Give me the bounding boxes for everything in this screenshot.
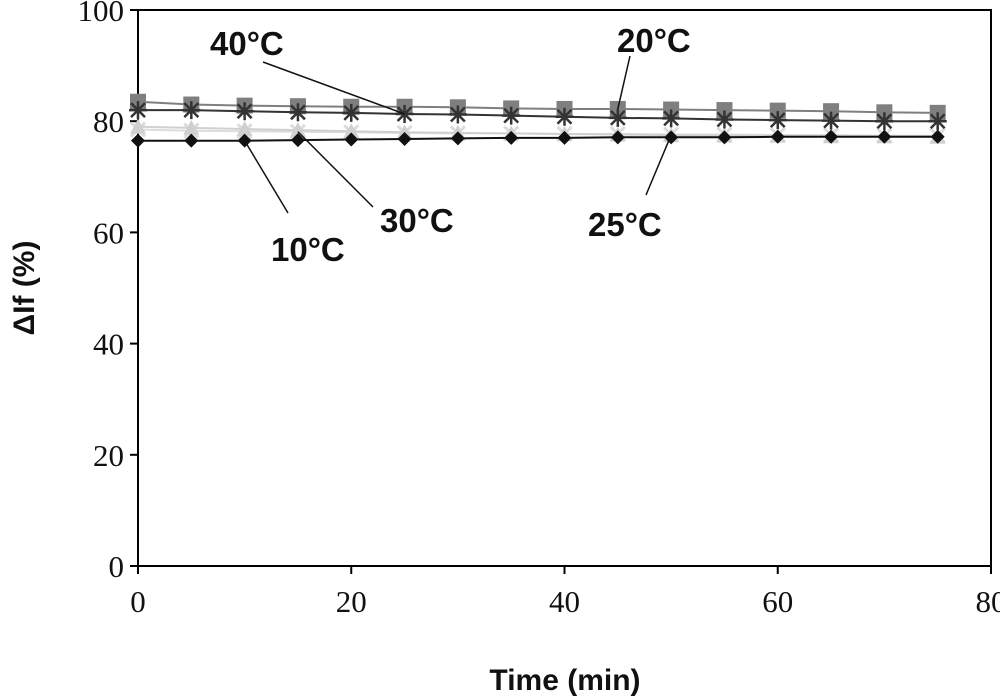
series-layer — [129, 93, 947, 148]
y-tick-label: 40 — [93, 327, 124, 362]
data-point-10c — [930, 129, 945, 144]
data-point-10c — [131, 133, 145, 148]
x-tick-label: 20 — [336, 584, 367, 619]
data-point-10c — [717, 130, 732, 145]
data-point-10c — [824, 129, 839, 144]
x-tick-label: 80 — [976, 584, 1000, 619]
data-point-40c — [129, 101, 147, 120]
data-point-40c — [875, 112, 894, 131]
series-line-10c — [138, 135, 938, 142]
data-point-40c — [822, 111, 841, 130]
x-axis: 0 20 40 60 80 — [130, 566, 1000, 619]
data-point-40c — [662, 109, 681, 128]
data-point-10c — [557, 130, 572, 145]
data-point-10c — [504, 130, 519, 145]
data-point-25c — [289, 122, 306, 138]
data-point-10c — [877, 129, 892, 144]
data-point-10c — [770, 129, 785, 144]
data-point-25c — [343, 123, 360, 139]
data-point-40c — [235, 102, 254, 121]
annotation-label-40c: 40°C — [210, 25, 284, 62]
y-axis-title: ΔIf (%) — [8, 241, 41, 336]
x-tick-label: 40 — [549, 584, 580, 619]
annotation-label-30c: 30°C — [380, 202, 454, 239]
data-point-40c — [555, 107, 574, 126]
data-point-25c — [130, 118, 146, 134]
annotation-leader-30c — [297, 131, 374, 208]
x-axis-title: Time (min) — [489, 664, 640, 697]
annotation-label-25c: 25°C — [588, 206, 662, 243]
data-point-10c — [290, 133, 305, 148]
x-tick-label: 60 — [762, 584, 793, 619]
data-point-40c — [768, 111, 787, 130]
series-line-40c — [138, 109, 938, 123]
data-point-10c — [344, 132, 359, 147]
data-point-40c — [448, 105, 467, 124]
data-point-25c — [396, 124, 413, 140]
plot-area — [137, 9, 992, 567]
data-point-10c — [397, 131, 412, 146]
data-point-40c — [502, 106, 521, 125]
x-tick-label: 0 — [130, 584, 146, 619]
annotation-leader-25c — [645, 134, 672, 196]
series-40c — [129, 101, 947, 131]
data-point-40c — [342, 103, 361, 122]
annotation-label-20c: 20°C — [617, 22, 691, 59]
y-tick-label: 100 — [78, 0, 125, 28]
data-point-25c — [236, 120, 253, 136]
data-point-10c — [450, 131, 465, 146]
y-axis: 0 20 40 60 80 100 — [78, 0, 138, 584]
data-point-40c — [608, 108, 627, 127]
data-point-40c — [715, 110, 734, 129]
series-line-20c — [137, 100, 938, 114]
annotation-layer: 40°C 20°C 30°C 10°C 25°C — [210, 22, 691, 268]
annotation-leader-10c — [243, 140, 289, 214]
data-point-40c — [928, 112, 947, 131]
data-point-40c — [395, 104, 414, 123]
annotation-leader-40c — [262, 61, 405, 115]
annotation-leader-20c — [617, 55, 631, 110]
data-point-10c — [610, 130, 625, 145]
y-tick-label: 0 — [109, 549, 125, 584]
y-tick-label: 80 — [93, 104, 124, 139]
data-point-25c — [183, 119, 200, 135]
data-point-10c — [184, 133, 199, 148]
data-point-40c — [288, 103, 307, 122]
y-tick-label: 60 — [93, 215, 124, 250]
y-tick-label: 20 — [93, 438, 124, 473]
data-point-10c — [664, 130, 679, 145]
annotation-label-10c: 10°C — [271, 231, 345, 268]
series-10c — [131, 129, 945, 148]
data-point-40c — [182, 101, 201, 120]
